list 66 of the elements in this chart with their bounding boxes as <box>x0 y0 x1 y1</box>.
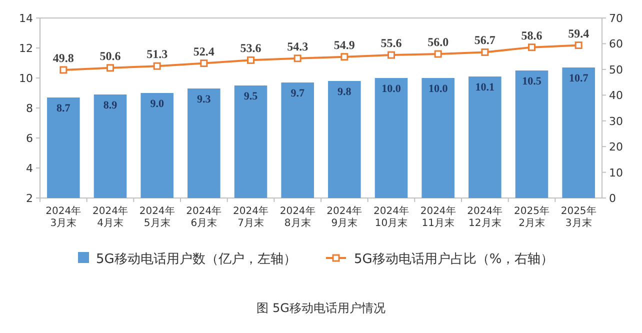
data-label: 56.7 <box>474 33 496 48</box>
x-tick-label: 2025年3月末 <box>560 206 598 230</box>
point <box>434 50 442 58</box>
data-label: 10.7 <box>568 72 589 84</box>
x-tick-label: 2024年8月末 <box>279 206 316 230</box>
data-label: 59.4 <box>568 26 590 40</box>
y-tick-label: 12 <box>19 42 33 55</box>
y2-tick-label: 60 <box>609 38 623 51</box>
data-label: 49.8 <box>52 50 74 65</box>
x-tick-label: 2025年2月末 <box>513 206 550 230</box>
data-label: 9.7 <box>290 88 305 100</box>
y-tick-label: 2 <box>26 192 33 205</box>
data-label: 8.9 <box>103 100 118 112</box>
point <box>294 54 302 62</box>
point <box>340 53 348 61</box>
y2-tick-label: 40 <box>609 89 623 102</box>
data-label: 51.3 <box>146 47 168 62</box>
data-label: 55.6 <box>380 36 402 50</box>
y-tick-label: 4 <box>26 162 33 175</box>
y2-tick-label: 20 <box>609 140 623 154</box>
y2-tick-label: 50 <box>609 63 623 76</box>
y2-tick-label: 10 <box>609 166 623 180</box>
data-label: 9.5 <box>244 90 258 102</box>
legend-label: 5G移动电话用户占比（%，右轴） <box>354 252 554 267</box>
point <box>388 51 395 59</box>
caption: 图 5G移动电话用户情况 <box>256 301 386 315</box>
y-tick-label: 8 <box>26 102 33 115</box>
data-label: 9.3 <box>197 94 212 106</box>
x-tick-label: 2024年12月末 <box>466 206 504 230</box>
data-label: 10.0 <box>382 83 402 95</box>
y-tick-label: 14 <box>19 12 33 25</box>
x-tick-label: 2024年11月末 <box>420 206 457 230</box>
data-label: 8.7 <box>56 102 71 114</box>
x-tick-label: 2024年5月末 <box>138 206 176 230</box>
x-tick-label: 2024年10月末 <box>372 206 410 230</box>
x-tick-label: 2024年4月末 <box>92 206 129 230</box>
point <box>153 62 161 70</box>
y2-tick-label: 30 <box>609 114 623 128</box>
point <box>528 44 536 52</box>
data-label: 56.0 <box>428 35 449 49</box>
x-tick-label: 2024年9月末 <box>326 206 363 230</box>
data-label: 10.1 <box>475 82 495 94</box>
point <box>60 66 68 74</box>
point <box>106 64 114 72</box>
data-label: 58.6 <box>521 28 542 42</box>
data-label: 9.0 <box>150 98 164 110</box>
point <box>200 60 208 68</box>
data-label: 53.6 <box>240 41 262 56</box>
data-label: 9.8 <box>338 86 352 98</box>
x-tick-label: 2024年3月末 <box>44 206 82 230</box>
data-label: 10.5 <box>522 76 542 88</box>
y2-tick-label: 0 <box>609 192 616 205</box>
y2-tick-label: 70 <box>609 12 623 25</box>
legend-label: 5G移动电话用户数（亿户，左轴） <box>96 252 296 267</box>
y-tick-label: 10 <box>19 72 33 85</box>
point <box>574 42 582 50</box>
data-label: 54.3 <box>287 39 308 54</box>
data-label: 54.9 <box>334 38 355 52</box>
x-tick-label: 2024年7月末 <box>232 206 270 230</box>
x-tick-label: 2024年6月末 <box>185 206 222 230</box>
point <box>481 48 489 56</box>
data-label: 50.6 <box>100 48 121 63</box>
y-tick-label: 6 <box>26 132 33 145</box>
point <box>247 56 254 64</box>
data-label: 52.4 <box>193 44 214 58</box>
data-label: 10.0 <box>428 83 448 95</box>
